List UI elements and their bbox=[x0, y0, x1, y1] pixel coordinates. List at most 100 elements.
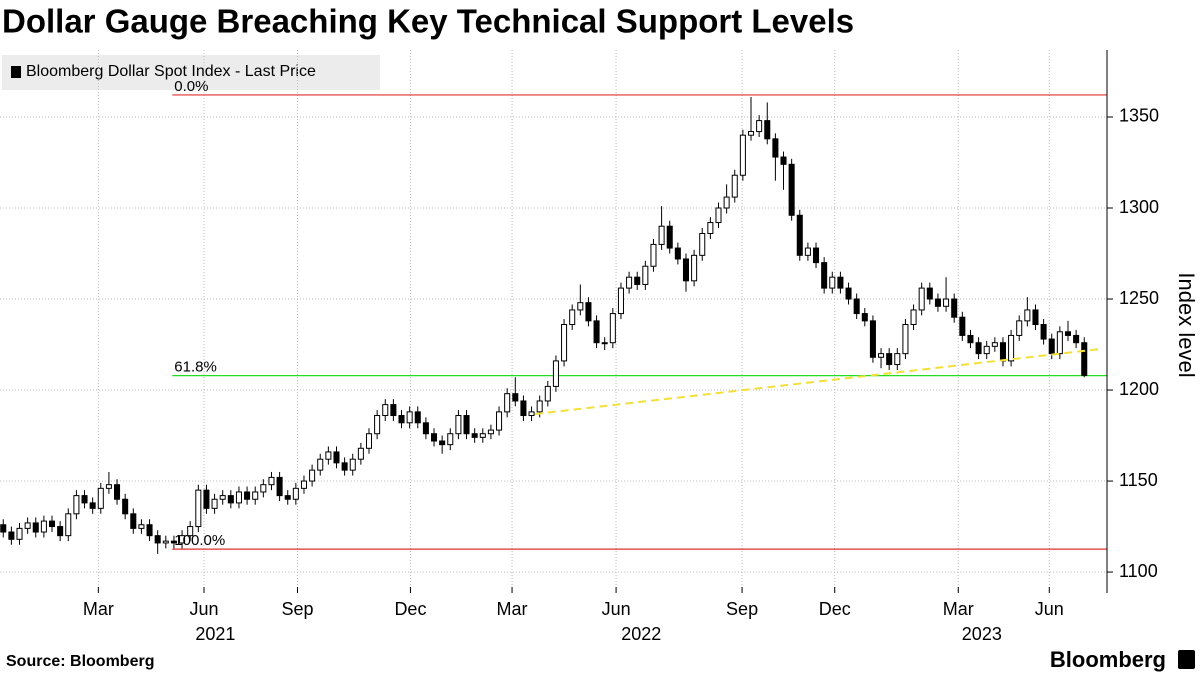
candle-body bbox=[162, 540, 169, 544]
candle-body bbox=[975, 342, 982, 355]
chart-title: Dollar Gauge Breaching Key Technical Sup… bbox=[2, 3, 854, 40]
candle-body bbox=[967, 334, 974, 344]
x-tick-label: Mar bbox=[943, 599, 974, 619]
candle-body bbox=[918, 287, 925, 311]
candle-body bbox=[1008, 334, 1015, 362]
candle-body bbox=[406, 411, 413, 424]
candle-body bbox=[869, 320, 876, 358]
candle-body bbox=[934, 298, 941, 307]
candle-body bbox=[447, 433, 454, 446]
candle-body bbox=[650, 243, 657, 267]
candle-body bbox=[244, 491, 251, 500]
candle-body bbox=[422, 422, 429, 435]
candle-body bbox=[276, 476, 283, 497]
candle-body bbox=[471, 433, 478, 438]
candle-body bbox=[626, 276, 633, 289]
candle-body bbox=[398, 415, 405, 424]
candle-body bbox=[593, 320, 600, 344]
candle-body bbox=[455, 415, 462, 435]
y-axis-title: Index level bbox=[1174, 272, 1199, 377]
candle-body bbox=[813, 247, 820, 264]
candle-body bbox=[374, 415, 381, 435]
candle-body bbox=[1032, 309, 1039, 326]
candle-body bbox=[32, 522, 39, 533]
candle-body bbox=[772, 138, 779, 158]
candle-body bbox=[674, 247, 681, 260]
candle-body bbox=[788, 163, 795, 216]
x-tick-label: Jun bbox=[189, 599, 218, 619]
x-tick-label: Mar bbox=[83, 599, 114, 619]
x-tick-label: Jun bbox=[1035, 599, 1064, 619]
candle-body bbox=[536, 400, 543, 413]
candle-body bbox=[886, 353, 893, 366]
candle-body bbox=[487, 429, 494, 435]
candle-body bbox=[1016, 320, 1023, 336]
candle-body bbox=[691, 254, 698, 282]
y-tick-label: 1250 bbox=[1119, 288, 1159, 308]
candle-body bbox=[349, 458, 356, 471]
candle-body bbox=[1073, 334, 1080, 344]
candle-body bbox=[170, 540, 177, 544]
candle-body bbox=[756, 120, 763, 133]
candle-body bbox=[821, 262, 828, 289]
candle-body bbox=[853, 298, 860, 315]
level-label: 61.8% bbox=[174, 359, 217, 376]
candle-body bbox=[57, 526, 64, 537]
candle-body bbox=[520, 400, 527, 417]
candle-body bbox=[837, 276, 844, 289]
candle-body bbox=[959, 316, 966, 336]
candle-body bbox=[528, 411, 535, 417]
candle-body bbox=[439, 440, 446, 446]
candle-body bbox=[130, 513, 137, 529]
candle-body bbox=[219, 495, 226, 500]
candle-body bbox=[577, 302, 584, 311]
candle-body bbox=[504, 393, 511, 413]
candle-body bbox=[951, 298, 958, 318]
legend-box bbox=[2, 55, 380, 90]
y-tick-label: 1100 bbox=[1119, 561, 1158, 581]
candle-body bbox=[991, 342, 998, 347]
candle-body bbox=[333, 451, 340, 464]
candle-body bbox=[227, 495, 234, 504]
candle-body bbox=[122, 498, 129, 515]
candle-body bbox=[138, 524, 145, 529]
candle-body bbox=[894, 353, 901, 366]
candle-body bbox=[861, 313, 868, 322]
candle-body bbox=[796, 214, 803, 256]
candle-body bbox=[235, 491, 242, 504]
candle-body bbox=[317, 458, 324, 471]
candle-body bbox=[252, 491, 259, 500]
candle-body bbox=[764, 120, 771, 140]
level-label: 100.0% bbox=[174, 532, 225, 549]
candle-body bbox=[300, 480, 307, 489]
candle-body bbox=[1048, 338, 1055, 355]
candle-body bbox=[1040, 324, 1047, 340]
candle-body bbox=[114, 484, 121, 500]
candle-body bbox=[211, 498, 218, 509]
candle-body bbox=[561, 324, 568, 362]
candle-body bbox=[81, 495, 88, 504]
candle-body bbox=[414, 411, 421, 424]
source: Source: Bloomberg bbox=[6, 653, 154, 670]
candle-body bbox=[431, 433, 438, 442]
x-tick-label: Dec bbox=[394, 599, 426, 619]
x-tick-label: Sep bbox=[726, 599, 758, 619]
candle-body bbox=[699, 232, 706, 256]
candle-body bbox=[496, 411, 503, 431]
candle-body bbox=[731, 174, 738, 198]
candle-body bbox=[723, 196, 730, 209]
candle-body bbox=[609, 313, 616, 344]
candle-body bbox=[601, 342, 608, 345]
candle-body bbox=[1081, 342, 1088, 376]
candle-body bbox=[739, 134, 746, 176]
candle-body bbox=[325, 451, 332, 460]
candle-body bbox=[73, 495, 80, 515]
year-label: 2022 bbox=[621, 624, 661, 644]
trendline bbox=[534, 348, 1100, 416]
y-tick-label: 1300 bbox=[1119, 197, 1159, 217]
y-tick-label: 1150 bbox=[1119, 470, 1158, 490]
candle-body bbox=[390, 404, 397, 417]
candle-body bbox=[16, 527, 23, 540]
candle-body bbox=[569, 309, 576, 326]
